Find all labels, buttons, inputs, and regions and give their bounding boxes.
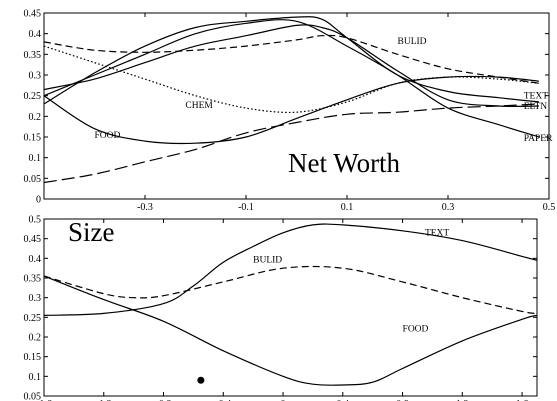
data-point — [197, 376, 205, 384]
y-tick-label: 0.1 — [29, 372, 42, 383]
net-worth-title: Net Worth — [288, 148, 401, 178]
net-worth-series — [43, 16, 540, 184]
series-label-text: TEXT — [425, 229, 449, 239]
y-tick-label: 0.4 — [29, 254, 42, 265]
x-tick-label: 1.2 — [456, 399, 469, 401]
size-y-axis: 0.05 0.1 0.15 0.2 0.25 0.3 0.35 0.4 0.45 0.5 — [24, 215, 537, 401]
size-panel: 0.05 0.1 0.15 0.2 0.25 0.3 0.35 0.4 0.45 0.5 -1.6… — [24, 215, 538, 401]
size-title: Size — [68, 217, 115, 247]
y-tick-label: 0.05 — [24, 392, 42, 401]
series-line-food — [43, 275, 538, 386]
y-tick-label: 0.05 — [24, 174, 42, 185]
series-label-bulid: BULID — [398, 37, 427, 47]
x-tick-label: 0.4 — [337, 399, 350, 401]
size-plot-frame — [43, 218, 538, 397]
size-x-axis: -1.6 -1.2 -0.8 -0.4 0 0.4 0.8 1.2 1.6 — [36, 219, 528, 401]
series-label-food: FOOD — [95, 131, 121, 141]
x-tick-label: 0.8 — [396, 399, 409, 401]
series-line-paper — [43, 19, 540, 138]
y-tick-label: 0.5 — [29, 215, 42, 226]
series-label-food: FOOD — [403, 324, 429, 334]
series-line-bulid — [43, 34, 539, 84]
y-tick-label: 0.35 — [24, 50, 42, 61]
x-tick-label: 0.3 — [442, 202, 455, 213]
y-tick-label: 0.35 — [24, 274, 42, 285]
series-line-chem — [43, 45, 539, 114]
y-tick-label: 0 — [36, 195, 41, 206]
size-series — [43, 223, 538, 386]
y-tick-label: 0.15 — [24, 352, 42, 363]
y-tick-label: 0.2 — [29, 112, 42, 123]
series-line-text — [43, 223, 538, 316]
series-line-food — [43, 75, 539, 145]
net-worth-panel: 00.050.10.150.20.250.30.350.40.45 -0.3 -0… — [24, 9, 556, 214]
series-label-bulid: BULID — [253, 255, 282, 265]
x-tick-label: 0.1 — [341, 202, 354, 213]
series-line-text — [43, 16, 539, 105]
y-tick-label: 0.25 — [24, 313, 42, 324]
y-tick-label: 0.3 — [29, 293, 42, 304]
net-worth-x-axis: -0.3 -0.1 0.1 0.3 0.5 — [137, 13, 555, 213]
x-tick-label: 1.6 — [516, 399, 529, 401]
series-line-eltn — [43, 24, 539, 108]
y-tick-label: 0.45 — [24, 9, 42, 20]
y-tick-label: 0.2 — [29, 333, 42, 344]
x-tick-label: -1.2 — [96, 399, 112, 401]
series-label-chem: CHEM — [185, 101, 213, 111]
y-tick-label: 0.4 — [29, 29, 42, 40]
x-tick-label: 0 — [281, 399, 286, 401]
series-label-paper: PAPER — [524, 134, 553, 144]
y-tick-label: 0.1 — [29, 153, 42, 164]
x-tick-label: -0.4 — [215, 399, 231, 401]
series-line-bulid — [43, 265, 538, 314]
x-tick-label: -1.6 — [36, 399, 52, 401]
net-worth-y-axis: 0 0.05 0.1 0.15 0.2 0.25 0.3 0.35 0.4 0.45 — [24, 9, 549, 206]
x-tick-label: -0.8 — [156, 399, 172, 401]
x-tick-label: -0.1 — [238, 202, 254, 213]
y-tick-label: 0.15 — [24, 133, 42, 144]
size-series-labels: BULID TEXT FOOD — [253, 229, 449, 335]
series-line-unlabeled — [43, 103, 539, 184]
y-tick-label: 0.25 — [24, 91, 42, 102]
y-tick-label: 0.3 — [29, 71, 42, 82]
x-tick-label: -0.3 — [137, 202, 153, 213]
series-label-eltn: ELTN — [524, 102, 548, 112]
x-tick-label: 0.5 — [543, 202, 556, 213]
net-worth-plot-frame — [43, 12, 550, 200]
series-label-text: TEXT — [524, 92, 548, 102]
y-tick-label: 0.45 — [24, 234, 42, 245]
